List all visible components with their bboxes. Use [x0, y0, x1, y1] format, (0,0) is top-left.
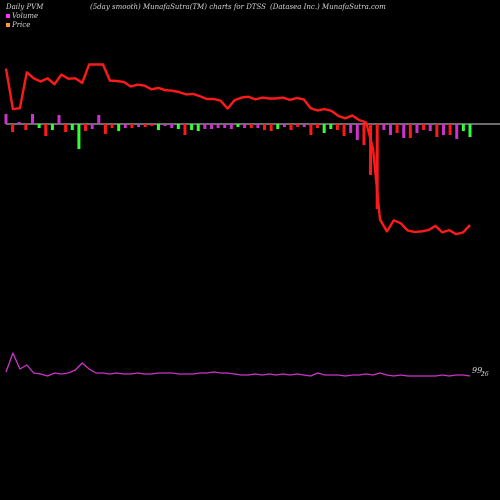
volume-bar [441, 124, 445, 135]
volume-bar [130, 124, 134, 128]
volume-bar [50, 124, 54, 130]
volume-bar [448, 124, 452, 135]
volume-bar [64, 124, 68, 132]
volume-bar [461, 124, 465, 131]
volume-bar [256, 124, 260, 128]
volume-bar [388, 124, 392, 135]
pvm-end-label: 99. [472, 366, 485, 375]
volume-bar [97, 115, 101, 124]
volume-bar [309, 124, 313, 135]
volume-bar [243, 124, 247, 128]
legend-label-price: Price [12, 21, 31, 29]
chart-header-left: Daily PVM [6, 3, 44, 11]
volume-bar [302, 124, 306, 127]
volume-bar [362, 124, 366, 145]
chart-header-right: (Datasea Inc.) MunafaSutra.com [270, 3, 386, 11]
volume-bar [190, 124, 194, 130]
volume-bar [4, 114, 8, 124]
volume-bar [282, 124, 286, 127]
volume-bar [382, 124, 386, 130]
volume-bar [176, 124, 180, 129]
volume-bar [77, 124, 81, 149]
volume-bar [137, 124, 141, 127]
price-line [4, 63, 471, 236]
volume-bar [203, 124, 207, 129]
volume-bar [223, 124, 227, 128]
volume-bar [316, 124, 320, 128]
volume-bar [103, 124, 107, 134]
volume-bar [70, 124, 74, 130]
volume-swatch [6, 14, 10, 18]
pvm-end-label-sub: 26 [480, 371, 489, 378]
volume-bar [408, 124, 412, 138]
volume-bar [369, 124, 373, 175]
volume-bar [163, 124, 167, 126]
volume-bar [117, 124, 121, 131]
volume-bar [395, 124, 399, 133]
volume-bar [196, 124, 200, 131]
volume-bar [11, 124, 15, 132]
volume-bar [57, 115, 61, 124]
volume-bar [249, 124, 253, 128]
volume-bar [156, 124, 160, 130]
volume-bar [150, 124, 154, 126]
volume-bar [349, 124, 353, 133]
volume-bar [428, 124, 432, 131]
volume-bar [216, 124, 220, 128]
legend-label-volume: Volume [12, 12, 39, 20]
volume-bar [468, 124, 472, 137]
volume-bar [329, 124, 333, 129]
volume-bar [24, 124, 28, 130]
volume-bar [31, 114, 35, 124]
volume-bar [335, 124, 339, 130]
volume-bar [422, 124, 426, 130]
volume-bar [209, 124, 213, 129]
volume-bar [37, 124, 41, 128]
pvm-line [5, 352, 471, 377]
legend-item-volume: Volume [6, 12, 38, 20]
volume-bar [90, 124, 94, 129]
volume-bar [143, 124, 147, 127]
volume-bar [355, 124, 359, 140]
volume-bar [84, 124, 88, 131]
volume-bar [170, 124, 174, 128]
volume-bar [289, 124, 293, 130]
volume-bar [110, 124, 114, 128]
volume-bar [402, 124, 406, 138]
volume-bar [123, 124, 127, 128]
chart-title: (5day smooth) MunafaSutra(TM) charts for… [90, 3, 266, 11]
volume-bar [342, 124, 346, 136]
legend-item-price: Price [6, 21, 30, 29]
volume-bar [455, 124, 459, 139]
volume-bar [183, 124, 187, 135]
volume-bar [263, 124, 267, 130]
volume-bar [229, 124, 233, 129]
price-swatch [6, 23, 10, 27]
volume-bar [44, 124, 48, 136]
volume-bar [415, 124, 419, 133]
volume-bar [269, 124, 273, 131]
volume-bar [276, 124, 280, 129]
volume-bar [375, 124, 379, 209]
volume-bar [17, 122, 21, 124]
volume-bar [435, 124, 439, 137]
volume-bar [296, 124, 300, 127]
volume-bar [322, 124, 326, 133]
volume-bar [236, 124, 240, 127]
